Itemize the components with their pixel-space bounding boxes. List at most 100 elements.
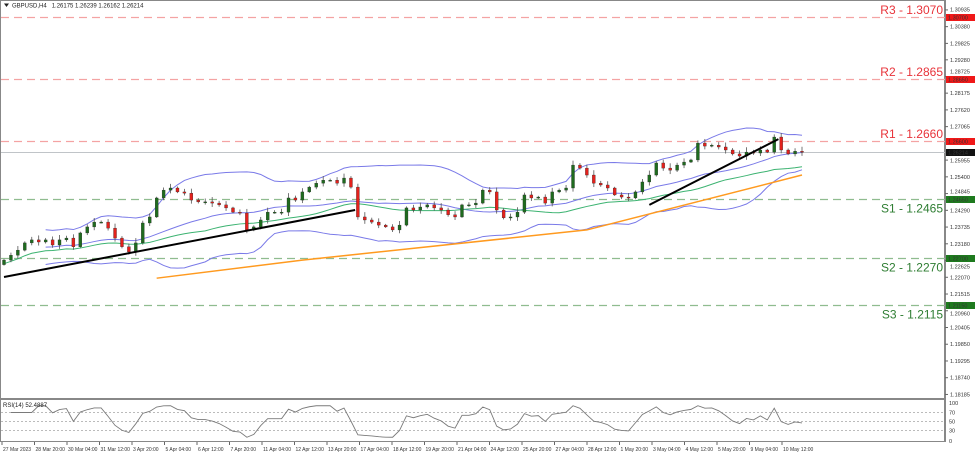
resistance-level-label: R2 - 1.2865 bbox=[880, 65, 943, 79]
bullish-candle bbox=[161, 189, 166, 199]
bearish-candle bbox=[543, 196, 547, 204]
rsi-tick-label: 50 bbox=[949, 420, 955, 426]
bullish-candle bbox=[148, 216, 152, 224]
bearish-candle bbox=[488, 189, 492, 193]
price-tick-label: 1.18185 bbox=[950, 392, 970, 398]
price-tick-label: 1.27620 bbox=[950, 108, 970, 114]
bullish-candle bbox=[272, 211, 277, 214]
bearish-candle bbox=[786, 149, 790, 155]
bullish-candle bbox=[474, 202, 478, 206]
bullish-candle bbox=[286, 197, 291, 213]
time-tick-label: 30 Mar 04:00 bbox=[68, 447, 98, 453]
current-price-label: 1.26214 bbox=[948, 151, 968, 157]
trendline[interactable] bbox=[648, 138, 779, 206]
time-tick-label: 9 May 04:00 bbox=[751, 447, 779, 453]
bullish-candle bbox=[307, 186, 311, 193]
bullish-candle bbox=[689, 159, 693, 163]
time-tick-label: 11 Apr 04:00 bbox=[263, 447, 291, 453]
bullish-candle bbox=[418, 206, 422, 211]
bearish-candle bbox=[106, 221, 110, 229]
bullish-candle bbox=[793, 151, 797, 155]
bearish-candle bbox=[495, 191, 499, 211]
price-tick-label: 1.27065 bbox=[950, 125, 970, 131]
bullish-candle bbox=[57, 239, 62, 246]
bullish-candle bbox=[64, 237, 69, 241]
bearish-candle bbox=[37, 239, 41, 243]
trendlines[interactable] bbox=[3, 138, 779, 278]
price-tick-label: 1.22070 bbox=[950, 275, 970, 281]
bearish-candle bbox=[50, 239, 55, 246]
bullish-candle bbox=[279, 211, 284, 214]
bullish-candle bbox=[2, 259, 6, 265]
bullish-candle bbox=[425, 204, 429, 208]
bearish-candle bbox=[217, 202, 221, 206]
bearish-candle bbox=[71, 237, 76, 247]
price-axis-box bbox=[946, 14, 975, 21]
bearish-candle bbox=[384, 224, 388, 228]
bearish-candle bbox=[599, 183, 603, 186]
bullish-candle bbox=[99, 221, 103, 224]
long-moving-average-line bbox=[156, 174, 803, 279]
time-tick-label: 10 May 12:00 bbox=[783, 447, 814, 453]
price-axis-box-label: 1.30700 bbox=[948, 16, 968, 22]
price-tick-label: 1.28725 bbox=[950, 70, 970, 76]
bullish-candle bbox=[203, 201, 207, 204]
bearish-candle bbox=[175, 187, 180, 193]
dropdown-triangle-icon[interactable] bbox=[4, 3, 9, 8]
price-axis-box-label: 1.26600 bbox=[948, 140, 968, 146]
price-axis-box-label: 1.24650 bbox=[948, 198, 968, 204]
bullish-candle bbox=[481, 189, 485, 204]
bullish-candle bbox=[557, 189, 561, 193]
price-tick-label: 1.29280 bbox=[950, 58, 970, 64]
bearish-candle bbox=[612, 187, 617, 196]
bollinger-middle-band bbox=[45, 152, 803, 248]
bearish-candle bbox=[390, 226, 395, 231]
price-tick-label: 1.29825 bbox=[950, 41, 970, 47]
bullish-candle bbox=[85, 226, 89, 234]
bearish-candle bbox=[800, 151, 804, 153]
bullish-candle bbox=[647, 174, 651, 183]
bullish-candle bbox=[168, 187, 173, 191]
time-tick-label: 19 Apr 20:00 bbox=[426, 447, 455, 453]
rsi-line bbox=[10, 405, 803, 438]
bearish-candle bbox=[432, 204, 436, 209]
bullish-candle bbox=[259, 219, 263, 228]
bearish-candle bbox=[737, 153, 742, 157]
bearish-candle bbox=[453, 214, 457, 218]
bearish-candle bbox=[127, 246, 131, 253]
time-tick-label: 4 May 12:00 bbox=[686, 447, 714, 453]
time-tick-label: 1 May 20:00 bbox=[621, 447, 649, 453]
time-tick-label: 3 May 04:00 bbox=[653, 447, 681, 453]
trendline[interactable] bbox=[3, 209, 356, 278]
rsi-tick-label: 30 bbox=[949, 429, 955, 435]
time-tick-label: 31 Mar 12:00 bbox=[101, 447, 131, 453]
rsi-indicator: 100 70 50 30 0 bbox=[1, 401, 958, 445]
price-tick-label: 1.25955 bbox=[950, 159, 970, 165]
bearish-candle bbox=[189, 192, 194, 201]
bullish-candle bbox=[397, 224, 402, 231]
bearish-candle bbox=[592, 174, 596, 184]
bullish-candle bbox=[266, 211, 270, 221]
price-tick-label: 1.20405 bbox=[950, 325, 970, 331]
bullish-candle bbox=[675, 164, 679, 171]
bearish-candle bbox=[411, 207, 416, 211]
bearish-candle bbox=[356, 186, 360, 218]
bullish-candle bbox=[682, 161, 686, 166]
bullish-candle bbox=[30, 239, 34, 244]
bullish-candle bbox=[758, 149, 763, 154]
bullish-candle bbox=[508, 216, 513, 219]
bullish-candle bbox=[696, 142, 700, 161]
rsi-label: RSI(14) 52.4887 bbox=[3, 403, 48, 409]
bearish-candle bbox=[196, 199, 200, 203]
price-axis-box bbox=[946, 196, 975, 203]
bullish-candle bbox=[404, 207, 409, 226]
bearish-candle bbox=[335, 180, 339, 184]
bullish-candle bbox=[522, 194, 527, 213]
rsi-pane bbox=[0, 399, 945, 442]
bearish-candle bbox=[439, 207, 443, 211]
bearish-candle bbox=[619, 194, 624, 198]
bullish-candle bbox=[328, 180, 332, 182]
bullish-candle bbox=[654, 162, 658, 176]
bearish-candle bbox=[293, 197, 298, 201]
